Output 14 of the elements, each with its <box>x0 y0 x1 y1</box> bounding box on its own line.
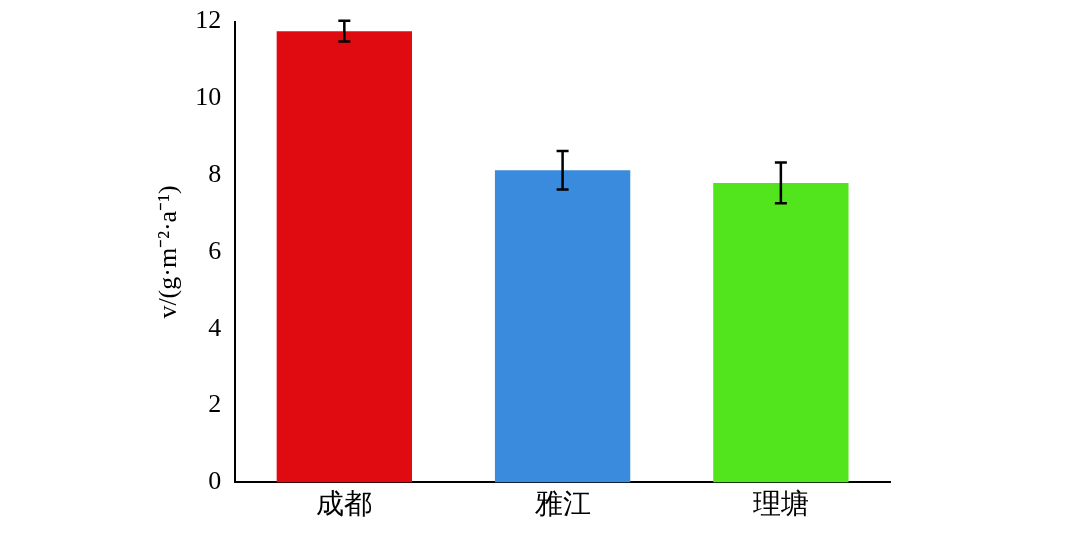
y-tick-label: 4 <box>208 312 222 342</box>
x-tick-label: 理塘 <box>752 487 809 519</box>
y-tick-label: 6 <box>208 235 222 265</box>
y-tick-label: 12 <box>195 5 222 35</box>
x-tick-label: 成都 <box>316 487 373 519</box>
bar <box>276 31 412 483</box>
x-tick-label: 雅江 <box>534 487 591 519</box>
y-tick-label: 2 <box>208 389 222 419</box>
y-tick-label: 10 <box>195 82 222 112</box>
y-tick-label: 8 <box>208 159 222 189</box>
bar <box>494 170 631 483</box>
bar <box>713 182 849 483</box>
y-tick-label: 0 <box>208 466 222 496</box>
y-axis-title: v/(g·m⁻²·a⁻¹) <box>153 185 183 319</box>
